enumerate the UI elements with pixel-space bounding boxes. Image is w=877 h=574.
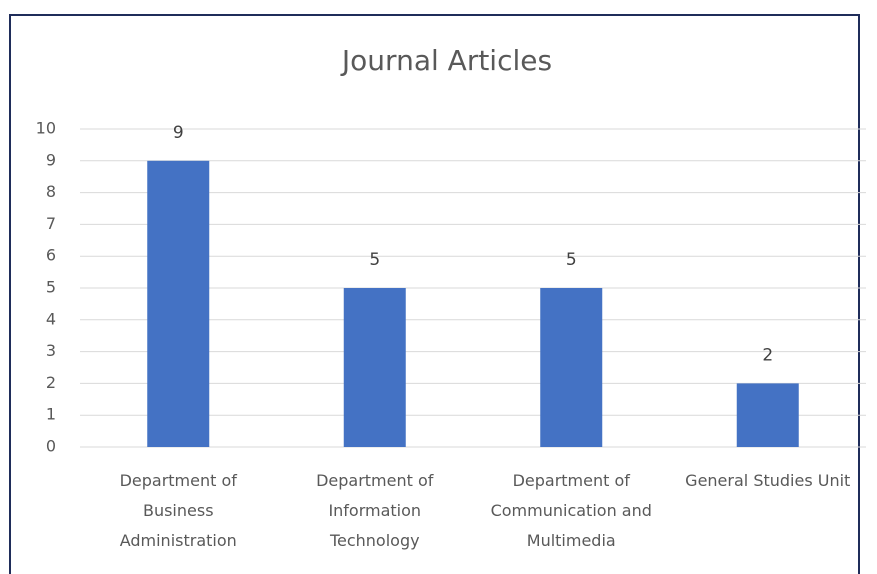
y-tick-label: 4	[46, 309, 56, 328]
bar	[540, 288, 603, 447]
y-tick-label: 8	[46, 182, 56, 201]
x-tick-label: General Studies Unit	[685, 471, 851, 490]
x-tick-label: Department of Information Technology	[316, 471, 434, 550]
y-tick-label: 7	[46, 214, 56, 233]
chart-frame	[9, 14, 860, 574]
y-tick-label: 1	[46, 405, 56, 424]
y-tick-label: 5	[46, 278, 56, 297]
data-label: 9	[173, 123, 184, 143]
bar	[343, 288, 406, 447]
data-label: 2	[762, 345, 773, 365]
bar	[736, 383, 799, 447]
y-tick-label: 2	[46, 373, 56, 392]
bar	[147, 160, 210, 448]
data-label: 5	[369, 250, 380, 270]
y-tick-label: 10	[36, 119, 56, 138]
x-tick-label: Department of Communication and Multimed…	[490, 471, 652, 550]
y-tick-label: 6	[46, 246, 56, 265]
chart-title: Journal Articles	[340, 44, 552, 77]
data-label: 5	[566, 250, 577, 270]
y-tick-label: 9	[46, 150, 56, 169]
y-tick-label: 3	[46, 341, 56, 360]
y-tick-label: 0	[46, 437, 56, 456]
x-tick-label: Department of Business Administration	[119, 471, 237, 550]
